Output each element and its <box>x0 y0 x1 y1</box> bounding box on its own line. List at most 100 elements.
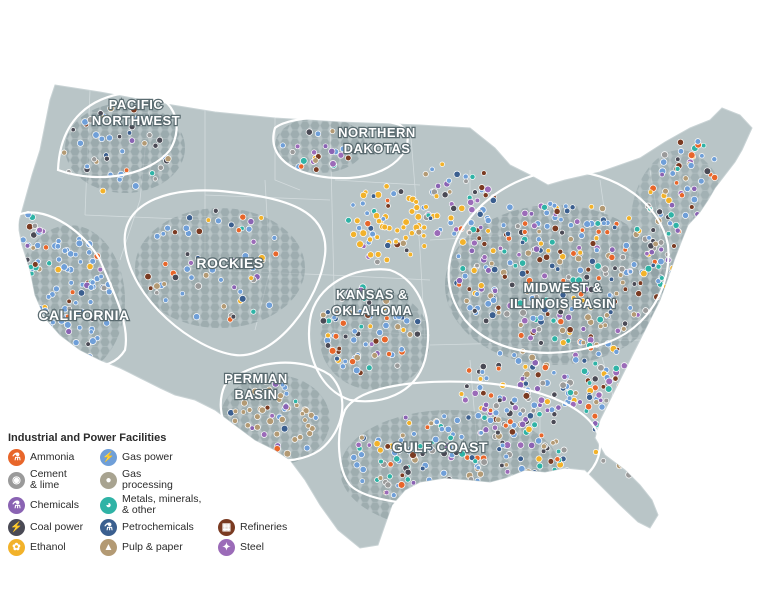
facility-marker <box>188 274 195 281</box>
facility-marker <box>79 308 85 315</box>
facility-marker <box>522 220 529 227</box>
facility-marker <box>642 307 649 314</box>
facility-marker <box>451 230 457 237</box>
facility-marker <box>77 289 86 297</box>
facility-marker <box>73 300 79 306</box>
facility-marker <box>103 155 110 162</box>
facility-marker <box>328 147 336 155</box>
facility-marker <box>722 257 728 263</box>
facility-marker <box>726 186 732 193</box>
facility-marker <box>633 367 641 375</box>
facility-marker <box>595 350 602 357</box>
facility-marker <box>414 318 422 326</box>
facility-marker <box>659 275 665 281</box>
facility-marker <box>282 403 290 411</box>
facility-marker <box>626 215 632 221</box>
facility-marker <box>576 245 582 251</box>
facility-marker <box>146 132 153 139</box>
facility-marker <box>406 420 413 426</box>
facility-marker <box>467 198 475 206</box>
facility-marker <box>495 416 502 423</box>
facility-marker <box>703 167 712 175</box>
facility-marker <box>417 443 424 450</box>
facility-marker <box>564 207 571 215</box>
region-label-pacific-northwest: PACIFIC NORTHWEST <box>92 97 180 128</box>
facility-marker <box>103 319 111 327</box>
facility-marker <box>477 376 484 382</box>
facility-marker <box>540 473 547 481</box>
facility-marker <box>68 280 74 286</box>
facility-marker <box>312 414 319 421</box>
facility-marker <box>485 267 492 274</box>
facility-marker <box>445 476 453 484</box>
facility-marker <box>682 211 689 219</box>
facility-marker <box>302 417 308 423</box>
facility-marker <box>311 149 318 156</box>
facility-marker <box>69 289 76 295</box>
facility-marker <box>675 156 681 162</box>
facility-marker <box>325 309 331 315</box>
facility-marker <box>560 285 567 292</box>
facility-marker <box>411 431 417 437</box>
facility-marker <box>422 171 429 178</box>
facility-marker <box>70 127 76 133</box>
facility-marker <box>402 414 409 421</box>
facility-marker <box>359 478 366 484</box>
facility-marker <box>100 284 108 292</box>
facility-marker <box>479 362 487 371</box>
facility-marker <box>504 230 512 237</box>
facility-marker <box>600 458 607 464</box>
facility-marker <box>668 202 676 209</box>
facility-marker <box>411 485 419 493</box>
facility-marker <box>618 444 625 451</box>
facility-marker <box>369 230 376 238</box>
facility-marker <box>400 327 407 333</box>
facility-marker <box>386 351 392 357</box>
facility-marker <box>518 269 527 278</box>
facility-marker <box>662 187 669 195</box>
facility-marker <box>478 430 484 436</box>
facility-marker <box>501 273 508 280</box>
flask-icon: ⚗ <box>100 519 117 536</box>
facility-marker <box>384 481 392 489</box>
facility-marker <box>568 222 574 229</box>
facility-marker <box>496 446 503 452</box>
facility-marker <box>182 224 190 232</box>
facility-marker <box>462 396 469 404</box>
facility-marker <box>573 390 579 396</box>
facility-marker <box>549 238 556 246</box>
facility-marker <box>75 239 84 248</box>
facility-marker <box>695 255 703 263</box>
facility-marker <box>195 255 201 261</box>
facility-marker <box>266 417 274 425</box>
facility-marker <box>230 257 236 263</box>
facility-marker <box>644 420 650 426</box>
facility-marker <box>433 418 440 426</box>
facility-marker <box>22 274 30 282</box>
facility-marker <box>76 139 84 147</box>
facility-marker <box>92 131 100 139</box>
facility-marker <box>521 492 528 498</box>
facility-marker <box>474 412 482 420</box>
facility-marker <box>612 400 618 406</box>
facility-marker <box>339 145 347 153</box>
facility-marker <box>618 272 624 278</box>
facility-marker <box>538 240 544 247</box>
facility-marker <box>559 291 567 299</box>
facility-marker <box>184 251 191 257</box>
legend-label: Refineries <box>240 521 288 533</box>
facility-marker <box>393 239 399 245</box>
facility-marker <box>633 384 642 392</box>
facility-marker <box>453 170 461 178</box>
facility-marker <box>694 262 702 270</box>
facility-marker <box>529 314 537 322</box>
facility-marker <box>657 239 665 246</box>
facility-marker <box>576 266 584 274</box>
facility-marker <box>647 189 654 195</box>
facility-marker <box>346 289 353 296</box>
facility-marker <box>637 280 644 286</box>
facility-marker <box>557 248 564 255</box>
facility-marker <box>599 205 606 212</box>
facility-marker <box>544 407 551 413</box>
facility-marker <box>334 355 340 362</box>
